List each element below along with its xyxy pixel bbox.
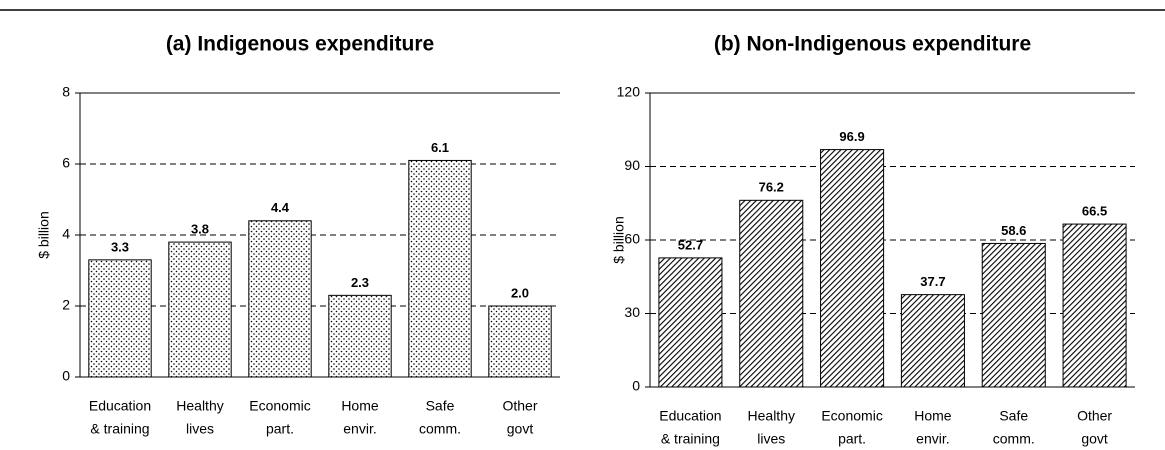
- bar: [408, 159, 472, 378]
- value-label: 37.7: [920, 274, 945, 289]
- y-tick-label: 0: [62, 368, 70, 384]
- bar: [981, 242, 1046, 388]
- x-tick-label: part.: [266, 421, 294, 437]
- y-tick-label: 30: [624, 304, 640, 320]
- value-label: 58.6: [1001, 223, 1026, 238]
- bar: [168, 241, 232, 378]
- value-label: 3.8: [191, 222, 209, 237]
- y-tick-label: 60: [624, 231, 640, 247]
- value-label: 4.4: [271, 200, 290, 215]
- x-tick-label: Healthy: [176, 398, 223, 414]
- bar: [248, 220, 312, 378]
- y-tick-label: 2: [62, 297, 70, 313]
- value-label: 2.0: [511, 285, 529, 300]
- y-tick-label: 8: [62, 84, 70, 100]
- x-tick-label: Economic: [821, 408, 882, 424]
- bar: [328, 294, 392, 378]
- y-tick-label: 6: [62, 155, 70, 171]
- y-axis-label: $ billion: [36, 211, 52, 258]
- x-tick-label: Safe: [999, 408, 1028, 424]
- x-tick-label: & training: [90, 421, 149, 437]
- x-tick-label: govt: [507, 421, 534, 437]
- x-tick-label: Home: [341, 398, 379, 414]
- y-axis-label: $ billion: [611, 216, 627, 263]
- x-tick-label: Other: [502, 398, 537, 414]
- x-tick-label: lives: [757, 431, 785, 447]
- x-tick-label: Safe: [426, 398, 455, 414]
- x-tick-label: part.: [838, 431, 866, 447]
- value-label: 66.5: [1082, 204, 1107, 219]
- x-tick-label: comm.: [419, 421, 461, 437]
- bar: [88, 259, 152, 378]
- x-tick-label: Home: [914, 408, 952, 424]
- x-tick-label: Education: [89, 398, 151, 414]
- value-label: 3.3: [111, 239, 129, 254]
- chart-title: (b) Non-Indigenous expenditure: [714, 33, 1031, 56]
- y-tick-label: 120: [617, 84, 641, 100]
- bar: [739, 199, 804, 388]
- x-tick-label: Economic: [249, 398, 310, 414]
- bar: [488, 305, 552, 378]
- x-tick-label: & training: [661, 431, 720, 447]
- x-tick-label: lives: [186, 421, 214, 437]
- bar: [900, 294, 965, 388]
- x-tick-label: govt: [1081, 431, 1108, 447]
- y-tick-label: 90: [624, 157, 640, 173]
- x-tick-label: comm.: [993, 431, 1035, 447]
- value-label: 76.2: [759, 180, 784, 195]
- bar: [1062, 223, 1127, 388]
- chart-title: (a) Indigenous expenditure: [166, 33, 434, 56]
- value-label: 96.9: [839, 129, 864, 144]
- y-tick-label: 0: [632, 378, 640, 394]
- value-label: 2.3: [351, 275, 369, 290]
- bar: [820, 149, 885, 388]
- x-tick-label: Education: [659, 408, 721, 424]
- bar: [658, 257, 723, 388]
- value-label: 6.1: [431, 140, 449, 155]
- x-tick-label: Healthy: [748, 408, 795, 424]
- value-label: 52.7: [678, 237, 703, 252]
- x-tick-label: envir.: [916, 431, 949, 447]
- y-tick-label: 4: [62, 226, 70, 242]
- x-tick-label: Other: [1077, 408, 1112, 424]
- x-tick-label: envir.: [343, 421, 376, 437]
